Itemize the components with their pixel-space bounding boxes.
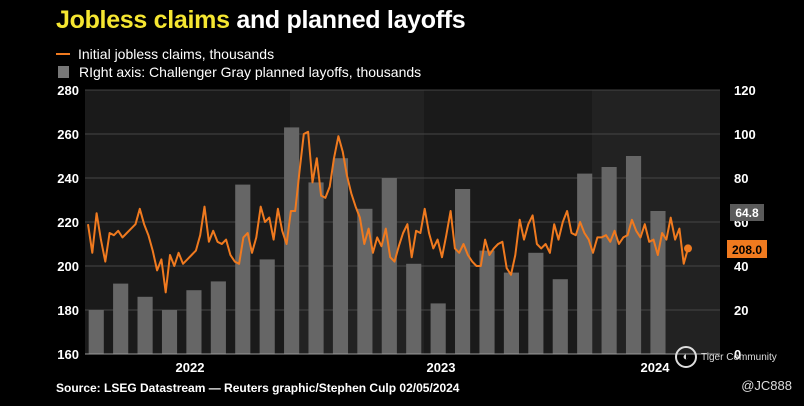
legend-bar-entry: RIght axis: Challenger Gray planned layo…	[56, 64, 421, 80]
bar	[455, 189, 471, 354]
claims-line	[87, 130, 689, 294]
legend-line-entry: Initial jobless claims, thousands	[56, 46, 274, 62]
bar	[577, 173, 593, 354]
bar	[552, 279, 568, 354]
bar	[210, 281, 226, 354]
left-tick-label: 180	[57, 303, 79, 318]
source-note: Source: LSEG Datastream — Reuters graphi…	[56, 381, 460, 395]
watermark-handle: @JC888	[741, 378, 792, 393]
bar	[430, 303, 446, 354]
right-tick-label: 100	[734, 127, 756, 142]
bar	[406, 263, 422, 354]
line-value-callout-box	[727, 240, 767, 258]
bar	[479, 250, 495, 354]
bar-value-callout-box	[730, 204, 764, 221]
bar	[235, 184, 251, 354]
bar	[88, 310, 104, 354]
title-highlight: Jobless claims	[56, 6, 230, 34]
bar	[259, 259, 275, 354]
claims-last-point	[684, 244, 692, 253]
legend-line-label: Initial jobless claims, thousands	[78, 46, 275, 62]
bar	[625, 156, 642, 354]
bar-value-callout: 64.8	[735, 206, 759, 220]
left-tick-label: 160	[57, 347, 79, 362]
legend-bar-label: RIght axis: Challenger Gray planned layo…	[79, 64, 422, 80]
bar	[650, 211, 666, 354]
x-tick-label: 2024	[641, 360, 671, 375]
tiger-logo-icon: ◐	[675, 346, 697, 368]
bar	[308, 182, 324, 354]
left-tick-label: 260	[57, 127, 79, 142]
legend-line-swatch	[56, 53, 70, 55]
bar	[332, 158, 349, 354]
bar	[601, 167, 617, 354]
bar	[186, 290, 202, 354]
legend-bar-swatch	[58, 66, 69, 78]
left-tick-label: 220	[57, 215, 79, 230]
bar	[381, 178, 397, 354]
chart-title: Jobless claims and planned layoffs	[56, 6, 466, 35]
bar	[137, 296, 153, 354]
bar	[528, 252, 544, 354]
watermark-brand: Tiger Community	[701, 351, 777, 363]
left-tick-label: 200	[57, 259, 79, 274]
title-rest: and planned layoffs	[236, 6, 466, 34]
left-tick-label: 240	[57, 171, 79, 186]
bar	[357, 208, 373, 354]
bar	[284, 127, 300, 355]
bar	[161, 310, 178, 354]
bar	[503, 272, 519, 354]
right-tick-label: 0	[734, 347, 741, 362]
right-tick-label: 40	[734, 259, 748, 274]
bar	[113, 283, 129, 354]
left-tick-label: 280	[57, 83, 79, 98]
right-tick-label: 20	[734, 303, 748, 318]
x-tick-label: 2022	[176, 360, 205, 375]
right-tick-label: 120	[734, 83, 756, 98]
x-tick-label: 2023	[427, 360, 456, 375]
right-tick-label: 80	[734, 171, 748, 186]
watermark-logo: ◐ Tiger Community	[675, 346, 777, 368]
line-value-callout: 208.0	[732, 243, 762, 257]
